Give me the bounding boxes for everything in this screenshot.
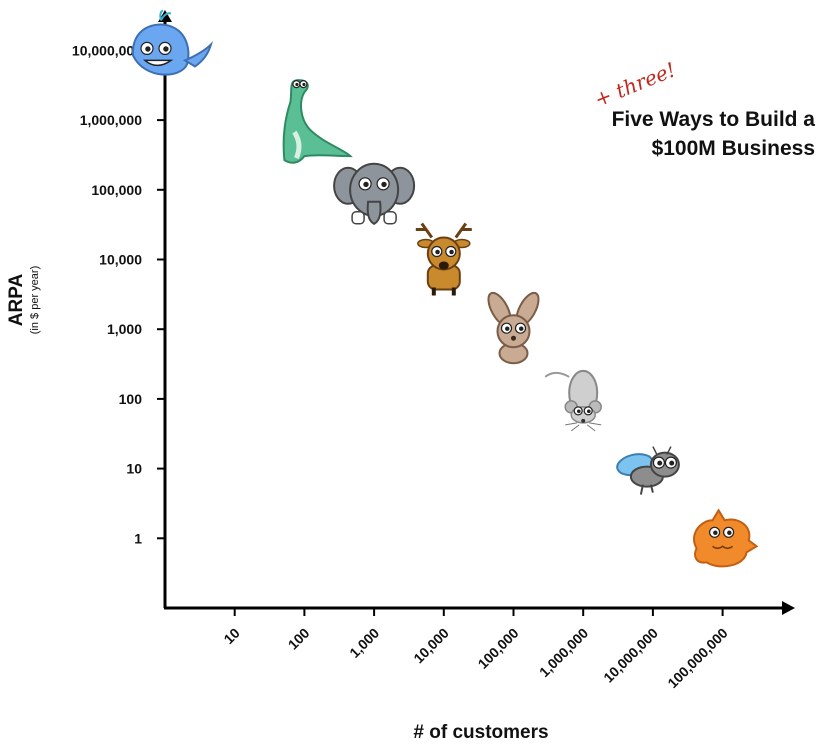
x-ticks: 10 100 1,000 10,000 100,000 1,000,000 10,000,0…: [220, 608, 731, 692]
axes: [158, 10, 795, 615]
y-ticks: 1 10 100 1,000 10,000 100,000 1,000,000 10,000,…: [72, 42, 165, 546]
x-tick-label: 1,000: [346, 625, 382, 661]
rabbit-icon: [487, 291, 540, 365]
y-tick-label: 100: [119, 391, 143, 407]
x-tick-label: 10,000: [410, 625, 452, 667]
x-tick-label: 100,000,000: [664, 625, 731, 692]
y-tick-label: 1,000,000: [80, 112, 142, 128]
data-points: [131, 9, 759, 568]
y-axis-subtitle: (in $ per year): [29, 266, 41, 334]
y-tick-label: 100,000: [91, 182, 142, 198]
whale-icon: [131, 9, 214, 76]
y-tick-label: 10,000: [99, 252, 142, 268]
elephant-icon: [333, 162, 416, 225]
x-tick-label: 10,000,000: [600, 625, 661, 686]
y-tick-label: 10,000,000: [72, 42, 142, 58]
deer-icon: [415, 222, 472, 296]
y-tick-label: 1,000: [107, 321, 142, 337]
mouse-icon: [544, 369, 602, 432]
x-axis-title: # of customers: [413, 722, 548, 743]
title-annotation: + three!: [591, 57, 679, 111]
chart-title-line2: $100M Business: [652, 137, 815, 160]
x-tick-label: 100: [285, 625, 313, 653]
fly-icon: [616, 446, 680, 495]
x-axis-arrow: [782, 601, 795, 615]
x-tick-label: 1,000,000: [536, 625, 592, 681]
y-tick-label: 1: [134, 530, 142, 546]
x-tick-label: 10: [220, 625, 242, 647]
x-tick-label: 100,000: [475, 625, 522, 672]
amoeba-icon: [693, 508, 759, 568]
chart-title-line1: Five Ways to Build a: [612, 108, 816, 131]
y-axis-title: ARPA: [6, 274, 27, 327]
dinosaur-icon: [282, 79, 353, 164]
y-tick-label: 10: [126, 461, 142, 477]
